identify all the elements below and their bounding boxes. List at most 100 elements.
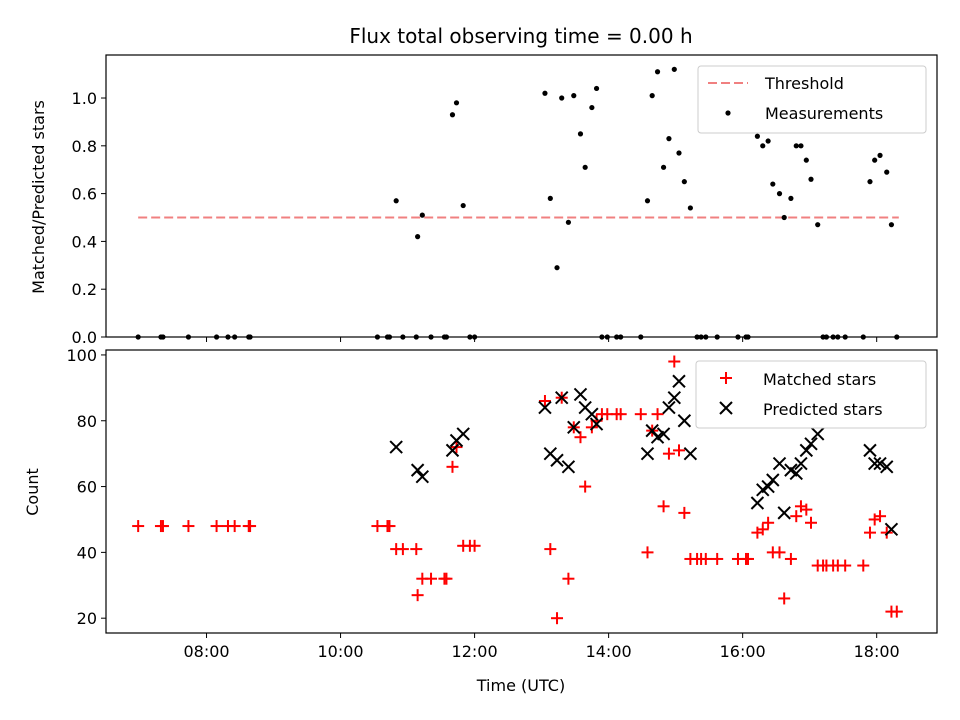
predicted-star-point xyxy=(456,427,470,441)
legend-measurements-swatch xyxy=(725,110,731,116)
predicted-star-point xyxy=(550,453,564,467)
matched-star-point xyxy=(668,355,681,368)
matched-star-point xyxy=(641,546,654,559)
top-y-tick-label: 0.2 xyxy=(72,280,97,299)
matched-star-point xyxy=(672,444,685,457)
matched-star-point xyxy=(800,503,813,516)
predicted-star-point xyxy=(750,496,765,510)
matched-star-point xyxy=(396,543,409,556)
predicted-star-point xyxy=(389,440,403,454)
matched-star-point xyxy=(839,559,852,572)
predicted-star-point xyxy=(794,456,808,471)
measurement-point xyxy=(798,143,804,149)
measurement-point xyxy=(765,138,771,144)
measurement-point xyxy=(453,100,460,106)
measurement-point xyxy=(754,133,760,139)
matched-star-point xyxy=(156,520,169,533)
measurement-point xyxy=(554,265,560,271)
top-y-axis-label: Matched/Predicted stars xyxy=(29,100,48,294)
legend-matched-label: Matched stars xyxy=(763,370,876,389)
predicted-star-point xyxy=(573,387,588,402)
predicted-star-point xyxy=(811,427,825,441)
measurement-point xyxy=(781,214,787,221)
matched-star-point xyxy=(614,408,627,421)
bottom-x-tick-label: 18:00 xyxy=(854,642,900,661)
bottom-y-tick-label: 100 xyxy=(66,346,97,365)
measurement-point xyxy=(582,164,588,170)
x-axis-label: Time (UTC) xyxy=(476,676,565,695)
bottom-y-tick-label: 40 xyxy=(77,543,97,562)
bottom-ticks: 08:00 10:00 12:00 14:00 16:00 18:00 20 40 60 80 10… xyxy=(66,346,899,661)
matched-star-point xyxy=(790,510,803,523)
legend-matched-swatch xyxy=(720,372,732,384)
bottom-x-tick-label: 16:00 xyxy=(720,642,766,661)
bottom-legend-box xyxy=(695,360,927,429)
measurement-point xyxy=(660,164,667,170)
top-legend-box xyxy=(697,65,927,134)
predicted-star-point xyxy=(410,463,425,477)
matched-star-point xyxy=(182,520,195,533)
matched-star-point xyxy=(544,543,557,556)
matched-star-point xyxy=(863,526,876,539)
top-y-tick-label: 0.6 xyxy=(72,185,97,204)
measurement-point xyxy=(559,95,565,101)
top-y-tick-label: 1.0 xyxy=(72,89,97,108)
matched-star-point xyxy=(778,592,791,605)
bottom-plot-frame xyxy=(105,349,938,634)
predicted-star-point xyxy=(567,420,581,435)
bottom-y-tick-label: 80 xyxy=(77,412,97,431)
matched-star-point xyxy=(773,546,786,559)
measurement-point xyxy=(803,157,809,163)
bottom-data-marks xyxy=(132,355,903,625)
bottom-x-tick-label: 10:00 xyxy=(318,642,364,661)
matched-star-point xyxy=(551,612,564,625)
measurement-point xyxy=(867,179,873,185)
matched-star-point xyxy=(446,460,459,473)
predicted-star-point xyxy=(772,456,787,471)
predicted-star-point xyxy=(761,479,775,494)
measurement-point xyxy=(649,93,655,99)
predicted-star-point xyxy=(555,391,569,405)
matched-star-point xyxy=(890,605,903,618)
measurement-point xyxy=(808,176,814,182)
measurement-point xyxy=(542,90,548,96)
matched-star-point xyxy=(857,559,870,572)
matched-star-point xyxy=(228,520,241,533)
measurement-point xyxy=(571,93,577,99)
matched-star-point xyxy=(425,572,438,585)
measurement-point xyxy=(671,66,677,72)
matched-star-point xyxy=(711,552,724,565)
measurement-point xyxy=(888,222,895,228)
bottom-y-tick-label: 20 xyxy=(77,609,97,628)
bottom-x-tick-label: 14:00 xyxy=(586,642,632,661)
predicted-star-point xyxy=(683,446,698,461)
matched-star-point xyxy=(440,572,453,585)
bottom-x-tick-label: 08:00 xyxy=(183,642,229,661)
matched-star-point xyxy=(579,480,592,493)
measurement-point xyxy=(681,179,687,185)
matched-star-point xyxy=(562,572,575,585)
measurement-point xyxy=(788,195,794,201)
legend-threshold-label: Threshold xyxy=(764,74,844,93)
top-y-tick-label: 0.0 xyxy=(72,328,97,347)
predicted-star-point xyxy=(662,400,676,415)
measurement-point xyxy=(776,191,783,197)
measurement-point xyxy=(589,104,595,111)
measurement-point xyxy=(877,152,883,158)
matched-star-point xyxy=(132,520,145,533)
matched-star-point xyxy=(651,408,664,421)
predicted-star-point xyxy=(585,407,599,421)
measurement-point xyxy=(687,205,693,211)
matched-star-point xyxy=(756,523,769,536)
legend-predicted-swatch xyxy=(719,401,733,415)
matched-star-point xyxy=(762,516,775,529)
measurement-point xyxy=(676,150,682,156)
matched-star-point xyxy=(657,500,670,513)
matched-star-point xyxy=(383,520,396,533)
matched-star-point xyxy=(634,408,647,421)
bottom-panel: 08:00 10:00 12:00 14:00 16:00 18:00 20 40 60 80 10… xyxy=(23,346,938,695)
predicted-star-point xyxy=(672,374,686,388)
measurement-point xyxy=(565,219,572,225)
predicted-star-point xyxy=(777,506,791,520)
